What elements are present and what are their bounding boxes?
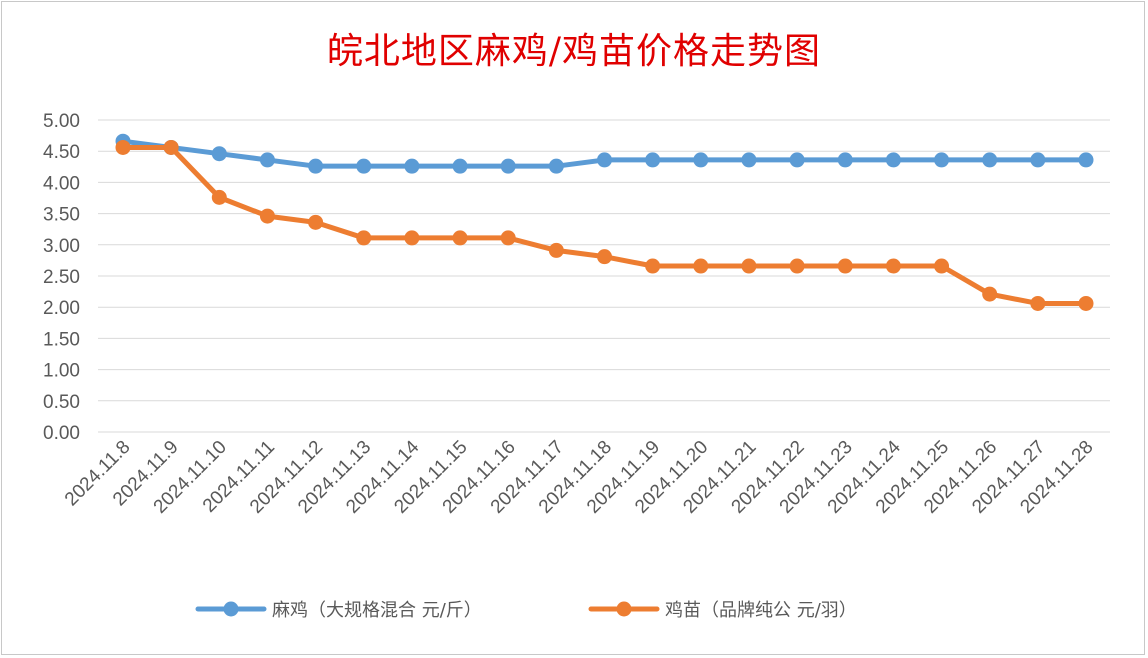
legend-marker — [616, 601, 632, 617]
data-point-series-2 — [934, 258, 950, 274]
y-tick-label: 3.50 — [43, 205, 80, 226]
data-point-series-2 — [211, 189, 227, 205]
data-point-series-2 — [693, 258, 709, 274]
data-point-series-2 — [548, 242, 564, 258]
data-point-series-1 — [645, 152, 661, 168]
data-point-series-2 — [404, 230, 420, 246]
data-point-series-1 — [548, 158, 564, 174]
data-point-series-1 — [982, 152, 998, 168]
data-point-series-2 — [1078, 295, 1094, 311]
data-point-series-1 — [1078, 152, 1094, 168]
y-tick-label: 2.00 — [43, 298, 80, 319]
data-point-series-2 — [597, 249, 612, 265]
data-point-series-2 — [356, 230, 372, 246]
data-point-series-1 — [404, 158, 420, 174]
data-point-series-1 — [885, 152, 901, 168]
data-point-series-1 — [259, 152, 275, 168]
data-point-series-1 — [1030, 152, 1046, 168]
data-point-series-1 — [452, 158, 468, 174]
data-point-series-1 — [211, 146, 227, 162]
series-line-2 — [120, 144, 1089, 306]
y-tick-label: 3.00 — [43, 236, 80, 257]
legend-label: 鸡苗（品牌纯公 元/羽） — [665, 600, 857, 621]
data-point-series-2 — [837, 258, 853, 274]
data-point-series-2 — [885, 258, 901, 274]
data-point-series-2 — [645, 258, 661, 274]
y-tick-label: 1.00 — [43, 361, 80, 382]
chart-title: 皖北地区麻鸡/鸡苗价格走势图 — [326, 31, 822, 72]
data-point-series-2 — [982, 286, 998, 302]
y-tick-label: 0.50 — [43, 392, 80, 413]
data-point-series-1 — [741, 152, 757, 168]
y-tick-label: 2.50 — [43, 267, 80, 288]
data-point-series-2 — [115, 139, 131, 155]
data-point-series-1 — [356, 158, 372, 174]
data-point-series-2 — [789, 258, 805, 274]
legend-label: 麻鸡（大规格混合 元/斤） — [272, 600, 482, 621]
legend-marker — [223, 601, 239, 617]
data-point-series-1 — [789, 152, 805, 168]
data-point-series-2 — [500, 230, 516, 246]
data-point-series-2 — [741, 258, 757, 274]
data-point-series-1 — [693, 152, 709, 168]
data-point-series-1 — [934, 152, 950, 168]
data-point-series-1 — [308, 158, 324, 174]
data-point-series-2 — [163, 139, 179, 155]
data-point-series-2 — [1030, 295, 1046, 311]
y-tick-label: 4.50 — [43, 142, 80, 163]
data-point-series-1 — [500, 158, 516, 174]
data-point-series-2 — [259, 208, 275, 224]
data-point-series-1 — [837, 152, 853, 168]
y-tick-label: 1.50 — [43, 329, 80, 350]
y-tick-label: 0.00 — [43, 423, 80, 444]
data-point-series-2 — [308, 214, 324, 230]
data-point-series-1 — [597, 152, 612, 168]
data-point-series-2 — [452, 230, 468, 246]
y-tick-label: 5.00 — [43, 111, 80, 132]
y-tick-label: 4.00 — [43, 173, 80, 194]
